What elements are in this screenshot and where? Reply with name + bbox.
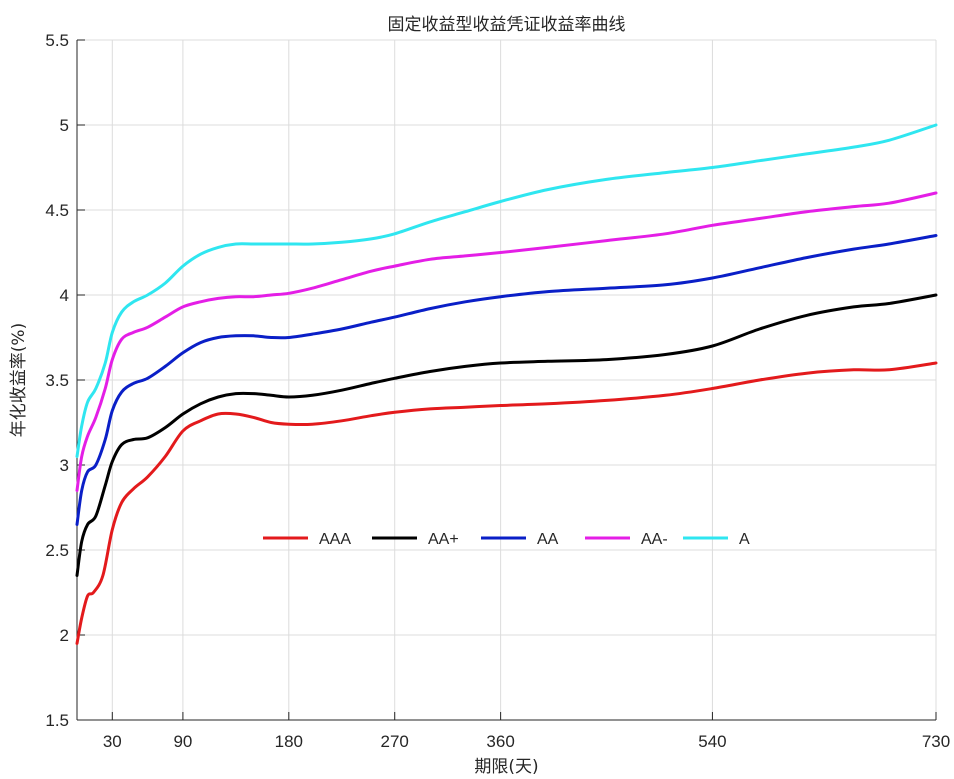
x-tick-label: 730 [922,732,950,751]
series-lines [75,123,938,645]
x-tick-label: 270 [381,732,409,751]
y-tick-label: 5.5 [45,31,69,50]
y-tick-label: 3.5 [45,371,69,390]
y-tick-label: 4.5 [45,201,69,220]
series-line-aa [75,234,938,526]
tick-labels: 30 90 180 270 360 540 730 1.5 2 2.5 3 3.5 4 4.5 5 5.5 [45,31,950,751]
y-tick-label: 2.5 [45,541,69,560]
x-tick-label: 30 [103,732,122,751]
x-tick-label: 540 [698,732,726,751]
y-axis-title: 年化收益率(%) [9,323,29,437]
x-tick-label: 90 [173,732,192,751]
x-tick-label: 360 [486,732,514,751]
grid [77,39,937,721]
y-tick-label: 3 [60,456,69,475]
x-axis-title: 期限(天) [474,757,538,777]
legend-label: AA [537,531,559,548]
series-line-a [75,123,938,458]
axes [76,39,937,721]
y-tick-label: 2 [60,626,69,645]
y-tick-label: 1.5 [45,711,69,730]
legend: AAA AA+ AA AA- A [263,531,750,548]
y-tick-label: 4 [60,286,69,305]
series-line-aaa [75,361,938,645]
legend-label: AA- [641,531,668,548]
x-tick-label: 180 [275,732,303,751]
y-tick-label: 5 [60,116,69,135]
chart-title: 固定收益型收益凭证收益率曲线 [388,15,626,35]
series-line-aa-plus [75,293,938,577]
legend-label: AA+ [428,531,459,548]
series-line-aa-minus [75,191,938,492]
legend-label: A [739,531,750,548]
legend-label: AAA [319,531,351,548]
